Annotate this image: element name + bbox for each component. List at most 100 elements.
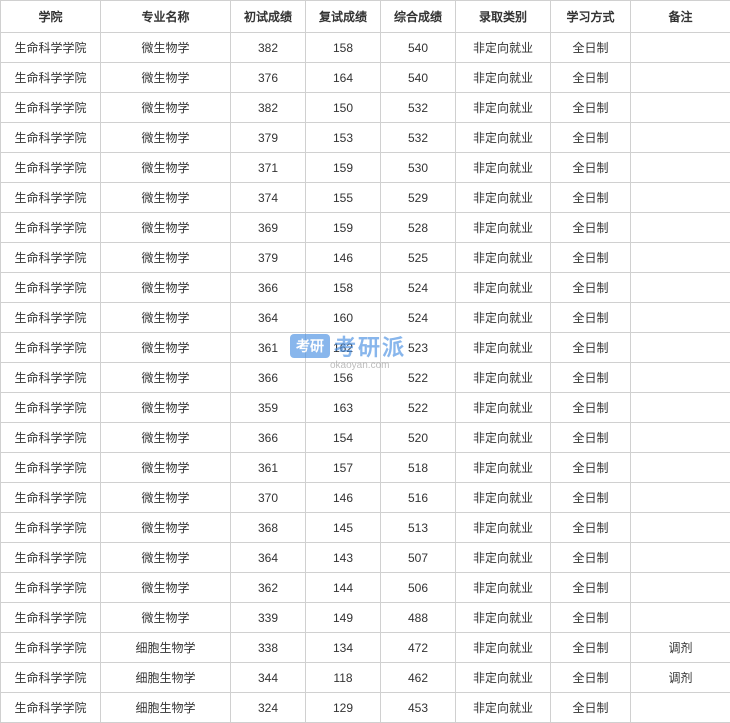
table-row: 生命科学学院微生物学374155529非定向就业全日制 [1, 183, 730, 213]
table-cell: 生命科学学院 [1, 63, 101, 93]
table-row: 生命科学学院微生物学368145513非定向就业全日制 [1, 513, 730, 543]
table-cell: 150 [306, 93, 381, 123]
table-cell: 453 [381, 693, 456, 723]
table-cell [631, 63, 730, 93]
table-cell: 非定向就业 [456, 33, 551, 63]
table-cell: 生命科学学院 [1, 453, 101, 483]
table-row: 生命科学学院微生物学382158540非定向就业全日制 [1, 33, 730, 63]
table-cell: 523 [381, 333, 456, 363]
table-cell [631, 543, 730, 573]
table-cell: 516 [381, 483, 456, 513]
col-header-college: 学院 [1, 1, 101, 33]
table-cell: 149 [306, 603, 381, 633]
table-cell: 366 [231, 423, 306, 453]
table-cell: 157 [306, 453, 381, 483]
table-cell: 生命科学学院 [1, 363, 101, 393]
table-cell: 129 [306, 693, 381, 723]
table-cell: 全日制 [551, 363, 631, 393]
table-cell: 调剂 [631, 633, 730, 663]
table-row: 生命科学学院微生物学362144506非定向就业全日制 [1, 573, 730, 603]
table-cell: 371 [231, 153, 306, 183]
table-cell: 生命科学学院 [1, 123, 101, 153]
table-cell: 382 [231, 93, 306, 123]
col-header-retest-score: 复试成绩 [306, 1, 381, 33]
col-header-major: 专业名称 [101, 1, 231, 33]
table-cell [631, 183, 730, 213]
table-cell: 368 [231, 513, 306, 543]
table-cell: 全日制 [551, 693, 631, 723]
table-cell [631, 33, 730, 63]
table-cell: 324 [231, 693, 306, 723]
table-cell: 540 [381, 63, 456, 93]
table-cell: 非定向就业 [456, 63, 551, 93]
table-cell: 361 [231, 453, 306, 483]
table-cell: 全日制 [551, 303, 631, 333]
table-cell: 528 [381, 213, 456, 243]
table-cell: 全日制 [551, 213, 631, 243]
table-cell: 非定向就业 [456, 393, 551, 423]
table-cell: 细胞生物学 [101, 693, 231, 723]
table-cell: 522 [381, 363, 456, 393]
table-cell: 微生物学 [101, 423, 231, 453]
table-cell: 生命科学学院 [1, 543, 101, 573]
table-cell: 全日制 [551, 243, 631, 273]
table-cell [631, 693, 730, 723]
table-row: 生命科学学院微生物学370146516非定向就业全日制 [1, 483, 730, 513]
table-cell: 162 [306, 333, 381, 363]
table-cell: 359 [231, 393, 306, 423]
table-cell: 生命科学学院 [1, 423, 101, 453]
table-cell: 529 [381, 183, 456, 213]
table-cell: 生命科学学院 [1, 93, 101, 123]
table-cell [631, 393, 730, 423]
table-cell: 全日制 [551, 603, 631, 633]
table-cell: 调剂 [631, 663, 730, 693]
table-cell: 全日制 [551, 183, 631, 213]
table-cell: 生命科学学院 [1, 213, 101, 243]
table-cell [631, 123, 730, 153]
table-cell: 520 [381, 423, 456, 453]
table-cell: 微生物学 [101, 393, 231, 423]
table-cell: 369 [231, 213, 306, 243]
table-cell [631, 483, 730, 513]
table-cell: 生命科学学院 [1, 183, 101, 213]
table-cell [631, 363, 730, 393]
table-cell: 微生物学 [101, 453, 231, 483]
table-cell: 非定向就业 [456, 543, 551, 573]
table-cell: 366 [231, 273, 306, 303]
table-cell: 361 [231, 333, 306, 363]
table-row: 生命科学学院微生物学379153532非定向就业全日制 [1, 123, 730, 153]
table-row: 生命科学学院微生物学379146525非定向就业全日制 [1, 243, 730, 273]
table-cell: 非定向就业 [456, 573, 551, 603]
table-cell: 全日制 [551, 663, 631, 693]
table-cell: 462 [381, 663, 456, 693]
table-cell: 366 [231, 363, 306, 393]
table-cell: 微生物学 [101, 93, 231, 123]
table-cell: 134 [306, 633, 381, 663]
table-cell: 非定向就业 [456, 153, 551, 183]
table-cell: 118 [306, 663, 381, 693]
table-cell: 生命科学学院 [1, 633, 101, 663]
table-cell: 全日制 [551, 483, 631, 513]
table-cell: 全日制 [551, 423, 631, 453]
table-cell: 507 [381, 543, 456, 573]
table-cell: 微生物学 [101, 273, 231, 303]
table-cell: 非定向就业 [456, 483, 551, 513]
table-cell: 540 [381, 33, 456, 63]
table-row: 生命科学学院微生物学382150532非定向就业全日制 [1, 93, 730, 123]
table-cell: 518 [381, 453, 456, 483]
table-cell: 非定向就业 [456, 363, 551, 393]
table-cell: 全日制 [551, 453, 631, 483]
table-cell: 全日制 [551, 33, 631, 63]
table-row: 生命科学学院微生物学339149488非定向就业全日制 [1, 603, 730, 633]
table-cell: 全日制 [551, 63, 631, 93]
table-cell [631, 513, 730, 543]
table-cell [631, 273, 730, 303]
table-cell: 生命科学学院 [1, 273, 101, 303]
table-cell: 376 [231, 63, 306, 93]
table-cell: 非定向就业 [456, 183, 551, 213]
table-cell: 158 [306, 33, 381, 63]
table-head: 学院 专业名称 初试成绩 复试成绩 综合成绩 录取类别 学习方式 备注 [1, 1, 730, 33]
table-row: 生命科学学院微生物学369159528非定向就业全日制 [1, 213, 730, 243]
table-cell [631, 573, 730, 603]
table-cell: 全日制 [551, 633, 631, 663]
